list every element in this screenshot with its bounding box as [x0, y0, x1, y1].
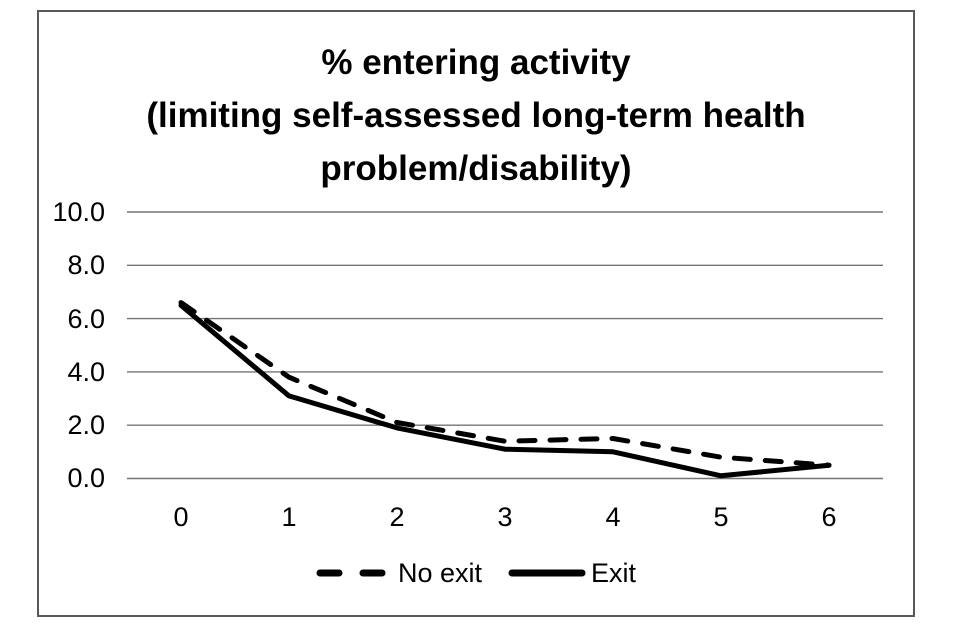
x-tick-label: 3	[497, 502, 513, 532]
y-tick-label: 0.0	[67, 463, 105, 493]
y-tick-label: 8.0	[67, 250, 105, 280]
series-line-exit	[178, 302, 832, 479]
plot-area	[127, 211, 883, 480]
chart-title-line-2: (limiting self-assessed long-term health	[146, 96, 806, 135]
chart-title-line-3: problem/disability)	[320, 149, 632, 188]
legend-label-no-exit: No exit	[397, 557, 483, 588]
y-tick-label: 6.0	[67, 304, 105, 334]
x-tick-label: 0	[173, 502, 189, 532]
legend-label-exit: Exit	[591, 557, 637, 588]
legend-item-exit: Exit	[508, 558, 636, 589]
y-tick-label: 2.0	[67, 410, 105, 440]
legend-item-no-exit: No exit	[316, 558, 482, 589]
solid-line-icon	[508, 569, 586, 577]
dashed-line-icon	[316, 569, 386, 577]
y-tick-label: 10.0	[52, 197, 105, 227]
x-tick-label: 5	[713, 502, 729, 532]
x-tick-label: 2	[389, 502, 405, 532]
x-tick-label: 1	[281, 502, 297, 532]
chart-frame	[37, 10, 915, 617]
chart-title-line-1: % entering activity	[321, 43, 631, 82]
legend: No exit Exit	[37, 553, 915, 593]
x-tick-label: 6	[821, 502, 837, 532]
x-tick-label: 4	[605, 502, 621, 532]
y-axis-labels: 10.0 8.0 6.0 4.0 2.0 0.0	[0, 0, 105, 640]
series-line-no-exit	[178, 300, 832, 468]
y-tick-label: 4.0	[67, 357, 105, 387]
chart-title: % entering activity (limiting self-asses…	[37, 36, 915, 195]
x-axis-labels: 0 1 2 3 4 5 6	[127, 501, 883, 533]
